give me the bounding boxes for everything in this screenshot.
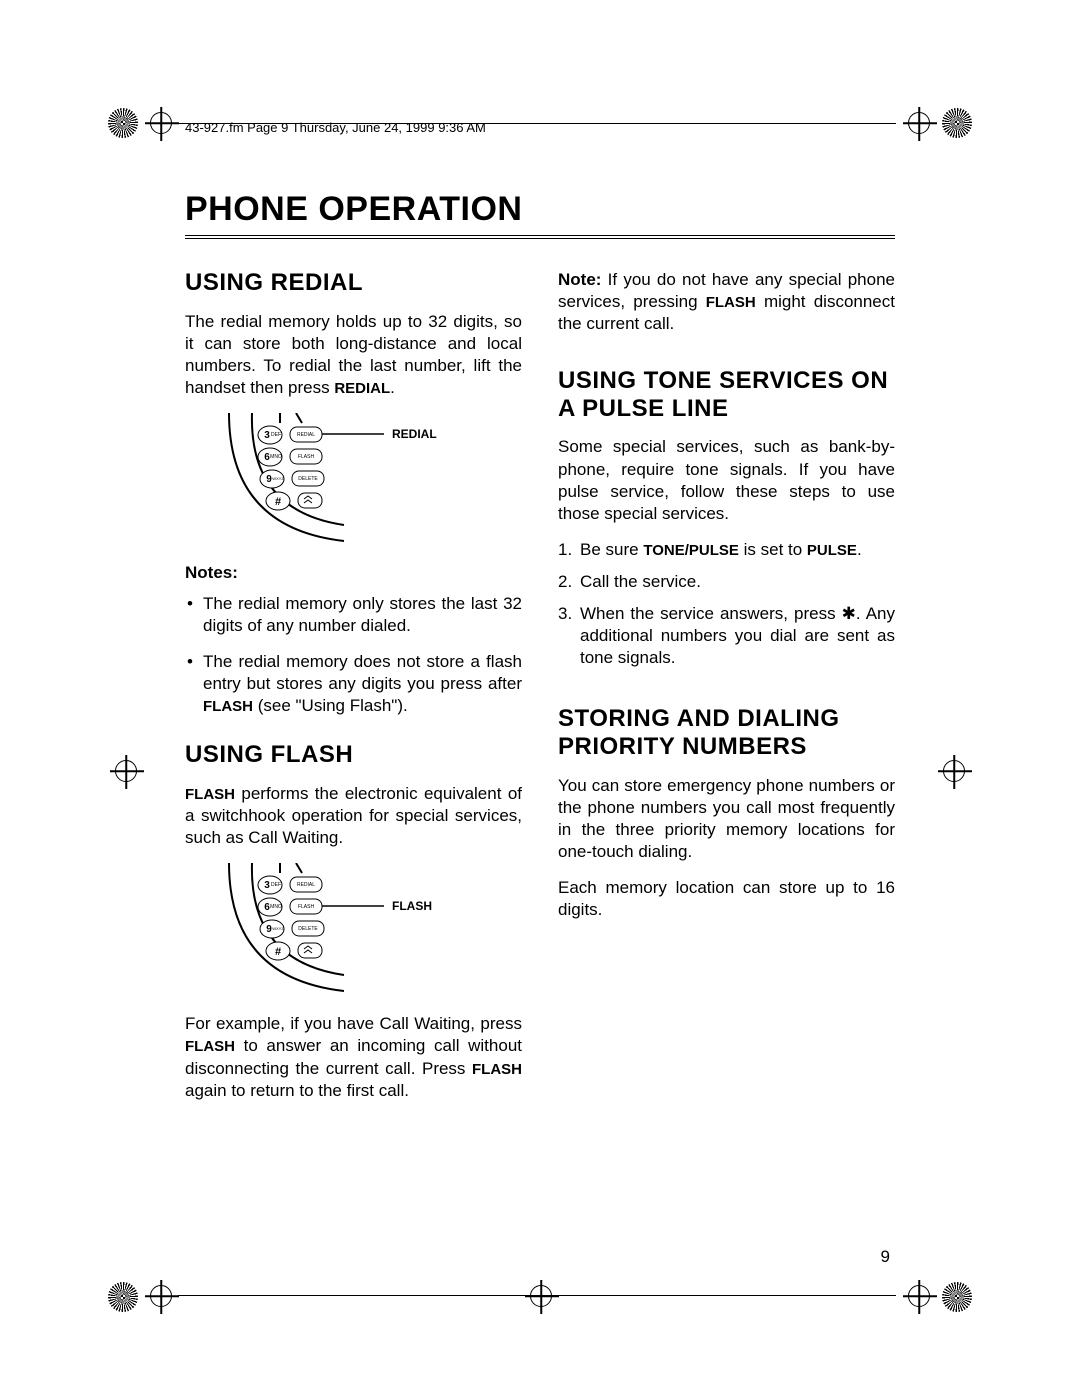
flash-key-label: FLASH — [185, 1038, 235, 1055]
redial-paragraph: The redial memory holds up to 32 digits,… — [185, 311, 522, 399]
star-icon: ✱ — [842, 604, 856, 623]
reg-ball-bl — [108, 1282, 138, 1312]
reg-ball-br — [942, 1282, 972, 1312]
text: When the service answers, press — [580, 604, 842, 623]
page-number: 9 — [881, 1247, 890, 1267]
reg-target-tl — [150, 112, 172, 134]
text: (see "Using Flash"). — [253, 696, 408, 715]
svg-text:DELETE: DELETE — [298, 926, 318, 932]
note-item: The redial memory only stores the last 3… — [203, 593, 522, 637]
flash-key-label: FLASH — [185, 786, 235, 803]
reg-target-bl — [150, 1285, 172, 1307]
svg-text:3: 3 — [264, 430, 270, 441]
svg-text:MNO: MNO — [270, 904, 282, 910]
heading-using-redial: USING REDIAL — [185, 269, 522, 297]
text: is set to — [739, 540, 807, 559]
text: . — [390, 378, 395, 397]
svg-text:WXYZ: WXYZ — [272, 926, 284, 931]
reg-ball-tr — [942, 108, 972, 138]
redial-notes-list: The redial memory only stores the last 3… — [185, 593, 522, 717]
redial-diagram: 3DEF 6MNO 9WXYZ # REDIAL FLASH — [185, 413, 522, 543]
text: . — [857, 540, 862, 559]
svg-text:DEF: DEF — [271, 432, 281, 438]
pulse-label: PULSE — [807, 542, 857, 559]
flash-key-label: FLASH — [472, 1061, 522, 1078]
priority-paragraph-2: Each memory location can store up to 16 … — [558, 877, 895, 921]
notes-label: Notes: — [185, 563, 522, 583]
crop-line-bottom — [178, 1295, 896, 1296]
flash-paragraph-2: For example, if you have Call Waiting, p… — [185, 1013, 522, 1101]
tone-pulse-label: TONE/PULSE — [643, 542, 739, 559]
reg-ball-tl — [108, 108, 138, 138]
columns: USING REDIAL The redial memory holds up … — [185, 269, 895, 1116]
priority-paragraph-1: You can store emergency phone numbers or… — [558, 775, 895, 863]
svg-text:3: 3 — [264, 880, 270, 891]
step-item: Call the service. — [580, 571, 895, 593]
flash-diagram-svg: 3DEF 6MNO 9WXYZ # REDIAL FLASH — [224, 863, 484, 993]
right-column: Note: If you do not have any special pho… — [558, 269, 895, 1116]
svg-text:REDIAL: REDIAL — [296, 882, 314, 888]
flash-key-label: FLASH — [706, 294, 756, 311]
heading-tone-services: USING TONE SERVICES ON A PULSE LINE — [558, 367, 895, 422]
text: performs the electronic equivalent of a … — [185, 784, 522, 847]
svg-text:WXYZ: WXYZ — [272, 476, 284, 481]
svg-text:FLASH: FLASH — [297, 454, 314, 460]
text: Be sure — [580, 540, 643, 559]
svg-text:#: # — [274, 496, 280, 508]
svg-text:FLASH: FLASH — [297, 904, 314, 910]
tone-paragraph: Some special services, such as bank-by-p… — [558, 436, 895, 524]
text: For example, if you have Call Waiting, p… — [185, 1014, 522, 1033]
title-rule — [185, 235, 895, 241]
reg-target-bc — [530, 1285, 552, 1307]
svg-text:MNO: MNO — [270, 454, 282, 460]
svg-text:DELETE: DELETE — [298, 476, 318, 482]
svg-text:#: # — [274, 946, 280, 958]
reg-target-br — [908, 1285, 930, 1307]
reg-target-ml — [115, 760, 137, 782]
page-content: 43-927.fm Page 9 Thursday, June 24, 1999… — [185, 120, 895, 1116]
flash-paragraph-1: FLASH performs the electronic equivalent… — [185, 783, 522, 849]
flash-key-label: FLASH — [203, 698, 253, 715]
note-label: Note: — [558, 270, 601, 289]
text: The redial memory does not store a flash… — [203, 652, 522, 693]
diagram-label-flash: FLASH — [392, 899, 432, 913]
flash-note-paragraph: Note: If you do not have any special pho… — [558, 269, 895, 335]
main-title: PHONE OPERATION — [185, 190, 895, 229]
text: again to return to the first call. — [185, 1081, 409, 1100]
redial-diagram-svg: 3DEF 6MNO 9WXYZ # REDIAL FLASH — [224, 413, 484, 543]
page-header: 43-927.fm Page 9 Thursday, June 24, 1999… — [185, 120, 895, 135]
heading-priority-numbers: STORING AND DIALING PRIORITY NUMBERS — [558, 705, 895, 760]
diagram-label-redial: REDIAL — [392, 427, 437, 441]
note-item: The redial memory does not store a flash… — [203, 651, 522, 717]
reg-target-tr — [908, 112, 930, 134]
step-item: When the service answers, press ✱. Any a… — [580, 603, 895, 669]
heading-using-flash: USING FLASH — [185, 741, 522, 769]
svg-text:REDIAL: REDIAL — [296, 432, 314, 438]
left-column: USING REDIAL The redial memory holds up … — [185, 269, 522, 1116]
svg-text:DEF: DEF — [271, 882, 281, 888]
redial-key-label: REDIAL — [334, 380, 390, 397]
flash-diagram: 3DEF 6MNO 9WXYZ # REDIAL FLASH — [185, 863, 522, 993]
tone-steps: Be sure TONE/PULSE is set to PULSE. Call… — [558, 539, 895, 669]
step-item: Be sure TONE/PULSE is set to PULSE. — [580, 539, 895, 561]
reg-target-mr — [943, 760, 965, 782]
